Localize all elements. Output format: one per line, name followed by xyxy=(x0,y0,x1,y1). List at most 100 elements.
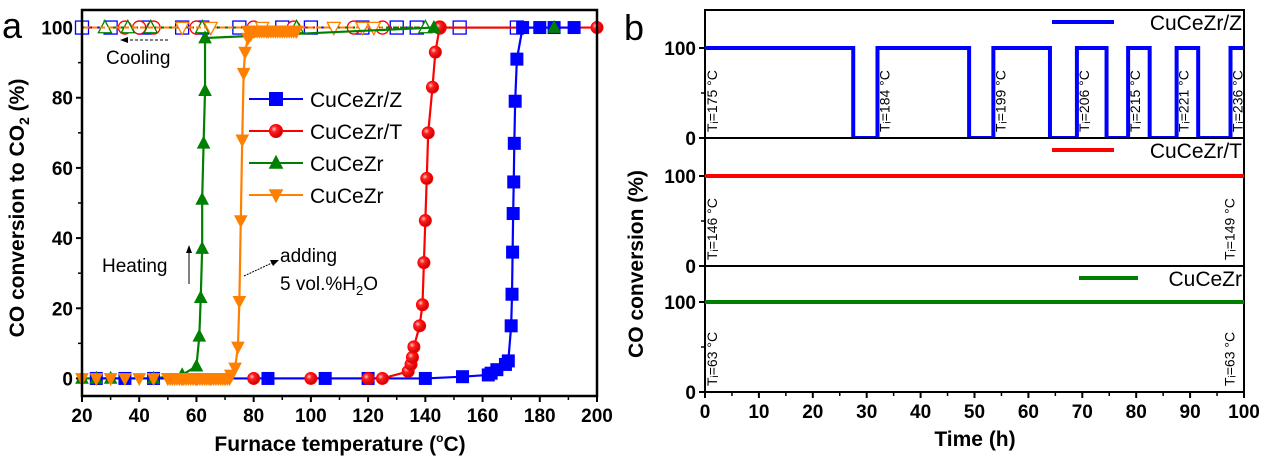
cooling-point xyxy=(417,18,433,34)
subplot-CuCeZr: 0 100 Tᵢ=63 °C Tᵢ=63 °C CuCeZr xyxy=(664,265,1245,404)
heating-point xyxy=(361,371,375,385)
y-title-main: CO conversion to CO xyxy=(6,125,29,337)
heating-point xyxy=(189,358,204,372)
ti-label: Tᵢ=63 °C xyxy=(1222,332,1238,386)
heating-point xyxy=(198,30,212,44)
heating-point xyxy=(507,175,521,189)
x-tick-label: 100 xyxy=(1228,402,1260,423)
heating-line-CuCeZr (adding 5 vol.%H2O) xyxy=(82,29,297,380)
x-tick-label: 160 xyxy=(467,406,499,427)
x-tick-label: 80 xyxy=(243,406,264,427)
panel-a-x-axis-title: Furnace temperature (oC) xyxy=(214,431,465,456)
x-tick-label: 180 xyxy=(524,406,556,427)
adding-label: adding xyxy=(280,246,337,267)
heating-point xyxy=(456,370,470,384)
heating-point xyxy=(501,354,515,368)
x-tick-label: 70 xyxy=(1072,402,1093,423)
panel-a: a 20 40 60 80 100 120 140 160 180 200 0 20 40 60 80 100… xyxy=(2,5,613,456)
legend-label: CuCeZr/Z xyxy=(1150,12,1242,35)
heating-point xyxy=(413,319,427,333)
y-tick-label: 100 xyxy=(664,39,696,60)
ti-label: Tᵢ=63 °C xyxy=(704,332,720,386)
legend-label: CuCeZr/T xyxy=(1150,140,1242,163)
x-tick-label: 30 xyxy=(856,402,877,423)
x-tick-label: 20 xyxy=(802,402,823,423)
legend-label: CuCeZr xyxy=(310,153,384,176)
heating-point xyxy=(235,134,250,148)
legend-marker xyxy=(268,189,284,204)
panel-b-y-axis-title: CO conversion (%) xyxy=(625,170,648,358)
y-tick-label: 60 xyxy=(52,159,73,180)
heating-point xyxy=(533,21,547,35)
legend-label: CuCeZr xyxy=(310,185,384,208)
legend-label: CuCeZr xyxy=(1168,268,1242,291)
heating-point xyxy=(417,256,431,270)
ti-label: Tᵢ=206 °C xyxy=(1076,70,1092,132)
heating-point xyxy=(231,341,245,355)
legend-a: CuCeZr/Z CuCeZr/T CuCeZr CuCeZr xyxy=(249,89,402,208)
cooling-label: Cooling xyxy=(106,48,170,69)
panel-a-letter: a xyxy=(2,5,23,46)
x-tick-label: 10 xyxy=(748,402,769,423)
heating-point xyxy=(304,371,318,385)
heating-point xyxy=(232,295,247,309)
heating-point xyxy=(195,240,209,254)
heating-point xyxy=(507,136,521,150)
heating-point xyxy=(132,373,147,387)
heating-point xyxy=(318,371,332,385)
x-tick-label: 20 xyxy=(71,406,92,427)
x-tick-label: 200 xyxy=(581,406,613,427)
y-tick-label: 40 xyxy=(52,229,73,250)
y-tick-label: 0 xyxy=(685,129,696,150)
heating-point xyxy=(375,371,389,385)
x-tick-label: 140 xyxy=(409,406,441,427)
y-tick-label: 100 xyxy=(41,19,73,40)
heating-point xyxy=(421,126,435,140)
y-tick-label: 20 xyxy=(52,299,73,320)
x-tick-label: 100 xyxy=(295,406,327,427)
y-tick-label: 100 xyxy=(664,167,696,188)
heating-point xyxy=(146,373,161,387)
heating-point xyxy=(420,171,434,185)
heating-point xyxy=(508,94,522,108)
x-tick-label: 0 xyxy=(700,402,711,423)
y-tick-label: 100 xyxy=(664,293,696,314)
heating-point xyxy=(516,21,530,35)
cooling-annotation: Cooling xyxy=(106,37,170,69)
y-title-post: (%) xyxy=(6,79,29,118)
heating-point xyxy=(425,80,439,94)
heating-point xyxy=(103,373,118,387)
subplot-CuCeZr/Z: 0 100 Tᵢ=175 °C Tᵢ=184 °C Tᵢ=199 °C Tᵢ=206 °C… xyxy=(664,9,1246,150)
legend-label: CuCeZr/T xyxy=(310,121,402,144)
panel-b-letter: b xyxy=(624,7,644,48)
heating-point xyxy=(192,328,207,342)
heating-point xyxy=(505,287,519,301)
heating-point xyxy=(428,45,442,59)
x-tick-label: 40 xyxy=(910,402,931,423)
legend-marker xyxy=(269,92,283,106)
y-tick-label: 0 xyxy=(685,383,696,404)
heating-point xyxy=(195,191,209,205)
water-arrowhead xyxy=(270,260,279,266)
ti-label: Tᵢ=146 °C xyxy=(704,198,720,260)
heating-annotation: Heating xyxy=(102,245,192,284)
ti-label: Tᵢ=236 °C xyxy=(1230,70,1246,132)
heating-point xyxy=(118,373,132,387)
heating-point xyxy=(547,19,561,33)
cooling-arrowhead xyxy=(120,37,128,43)
ti-label: Tᵢ=221 °C xyxy=(1176,70,1192,132)
heating-point xyxy=(261,371,275,385)
cooling-point xyxy=(203,21,219,37)
heating-point xyxy=(233,215,248,229)
panel-b-x-axis-title: Time (h) xyxy=(934,428,1015,451)
y-title-sub: 2 xyxy=(16,117,32,125)
y-tick-label: 0 xyxy=(685,257,696,278)
x-tick-label: 50 xyxy=(964,402,985,423)
x-title-deg: o xyxy=(436,431,443,445)
heating-point xyxy=(238,46,252,60)
heating-point xyxy=(89,373,104,387)
h2o-label: 5 vol.%H2O xyxy=(280,274,378,298)
legend-label: CuCeZr/Z xyxy=(310,89,402,112)
water-arrow xyxy=(243,261,275,277)
